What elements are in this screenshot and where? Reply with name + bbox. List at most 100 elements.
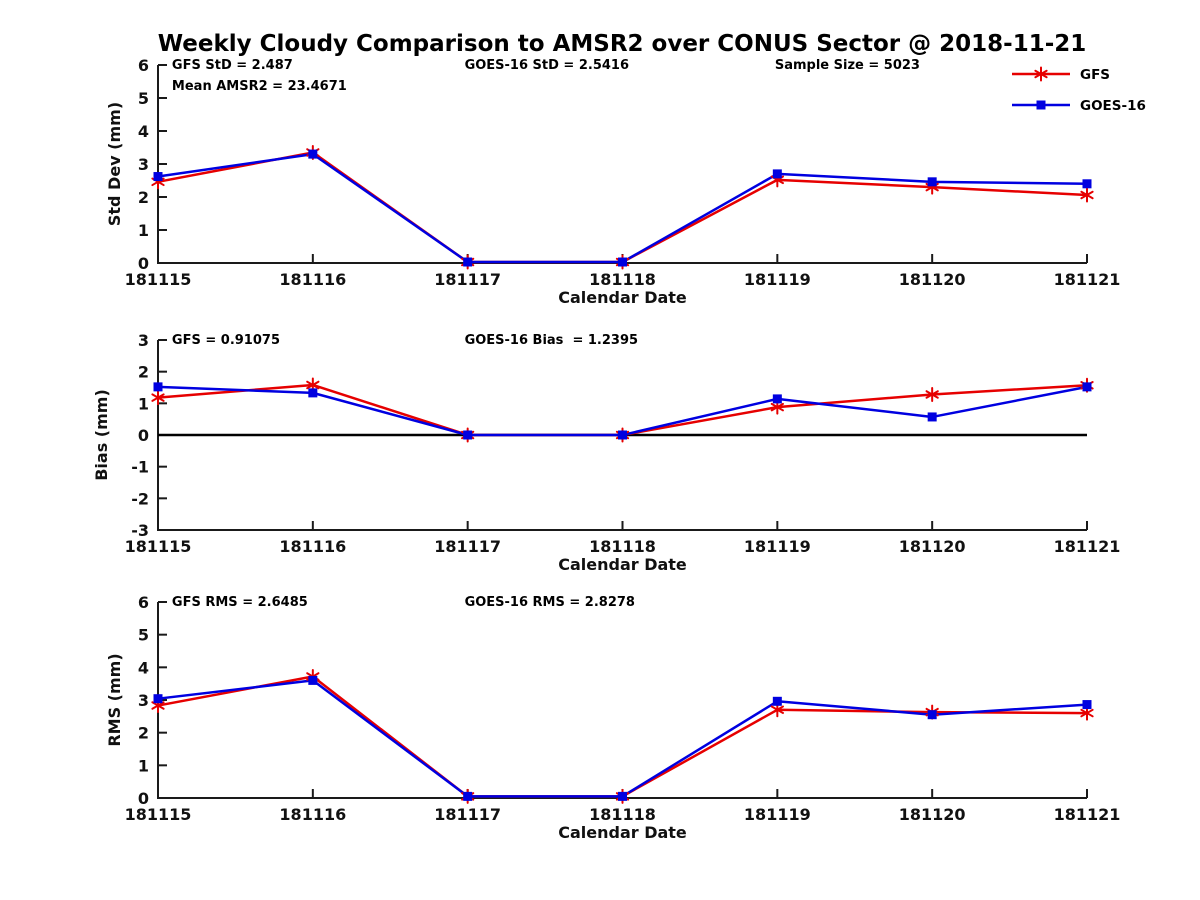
x-tick-label: 181116: [279, 805, 346, 824]
x-tick-label: 181117: [434, 805, 501, 824]
goes-16-square-marker: [618, 430, 627, 440]
x-tick-label: 181118: [589, 270, 656, 289]
goes-16-square-marker: [463, 791, 473, 801]
asterisk-arm: [1034, 69, 1048, 79]
goes-16-square-marker: [927, 412, 937, 422]
gfs-line: [157, 675, 1088, 798]
x-axis-title: Calendar Date: [558, 288, 687, 307]
annotation: GFS RMS = 2.6485: [172, 595, 308, 610]
y-tick-label: -3: [131, 521, 149, 540]
x-axis-title: Calendar Date: [558, 823, 687, 842]
y-tick-label: 6: [138, 56, 149, 75]
axes-spines: [157, 602, 1087, 799]
y-tick-label: 5: [138, 626, 149, 645]
asterisk-arm: [925, 390, 939, 399]
asterisk-arm: [1080, 190, 1094, 200]
asterisk-arm: [770, 402, 784, 412]
y-tick-label: 0: [138, 254, 149, 273]
gfs-asterisk-marker: [1080, 187, 1094, 203]
y-tick-label: 1: [138, 756, 149, 775]
asterisk-arm: [770, 705, 784, 715]
annotation: GOES-16 StD = 2.5416: [465, 58, 629, 73]
y-tick-label: 4: [138, 122, 149, 141]
goes-16-square-marker: [618, 791, 627, 801]
annotation: Sample Size = 5023: [775, 58, 920, 73]
x-tick-label: 181115: [125, 270, 192, 289]
goes-16-square-marker: [927, 177, 937, 187]
asterisk-arm: [1080, 708, 1094, 718]
x-tick-label: 181120: [899, 270, 966, 289]
y-axis-title: Bias (mm): [92, 389, 111, 481]
goes-16-square-marker: [772, 394, 782, 404]
y-tick-label: -1: [131, 458, 149, 477]
y-axis-title: RMS (mm): [105, 653, 124, 746]
goes-16-line: [157, 152, 1088, 264]
y-tick-label: 4: [138, 658, 149, 677]
x-tick-label: 181121: [1054, 805, 1121, 824]
x-axis-title: Calendar Date: [558, 555, 687, 574]
goes-16-square-marker: [1082, 179, 1092, 189]
y-tick-label: -2: [131, 489, 149, 508]
gfs-line: [157, 151, 1088, 264]
y-tick-label: 2: [138, 724, 149, 743]
x-tick-label: 181116: [279, 537, 346, 556]
goes-16-line: [157, 679, 1088, 798]
y-tick-label: 6: [138, 593, 149, 612]
goes-16-square-marker: [618, 257, 627, 267]
annotation: GFS = 0.91075: [172, 333, 280, 348]
y-tick-label: 1: [138, 221, 149, 240]
y-tick-label: 2: [138, 363, 149, 382]
goes-16-square-marker: [308, 149, 318, 159]
annotation: Mean AMSR2 = 23.4671: [172, 79, 347, 94]
annotation: GOES-16 RMS = 2.8278: [465, 595, 635, 610]
asterisk-arm: [151, 393, 165, 402]
y-tick-label: 1: [138, 394, 149, 413]
y-tick-label: 0: [138, 789, 149, 808]
x-tick-label: 181119: [744, 537, 811, 556]
goes-16-square-marker: [463, 257, 473, 267]
x-tick-label: 181119: [744, 805, 811, 824]
goes-16-square-marker: [308, 388, 318, 398]
legend-label: GOES-16: [1080, 98, 1146, 114]
legend: GFS GOES-16: [1012, 66, 1146, 114]
goes-16-square-marker: [772, 169, 782, 179]
goes-16-square-marker: [1082, 382, 1092, 392]
annotation: GFS StD = 2.487: [172, 58, 293, 73]
subplot-bias-mm: -3 -2 -1 0 1 2 3 181115 181116 181117 181118 181119…: [92, 331, 1120, 574]
x-tick-label: 181117: [434, 537, 501, 556]
goes-16-square-marker: [308, 675, 318, 685]
x-tick-label: 181115: [125, 805, 192, 824]
legend-label: GFS: [1080, 67, 1110, 83]
x-tick-label: 181115: [125, 537, 192, 556]
y-tick-label: 2: [138, 188, 149, 207]
x-tick-label: 181118: [589, 805, 656, 824]
goes-16-square-marker: [463, 430, 473, 440]
y-tick-label: 3: [138, 331, 149, 350]
y-tick-label: 3: [138, 691, 149, 710]
x-tick-label: 181119: [744, 270, 811, 289]
legend-asterisk-marker: [1034, 66, 1048, 82]
x-tick-label: 181121: [1054, 270, 1121, 289]
goes-16-square-marker: [927, 710, 937, 720]
asterisk-arm: [306, 380, 320, 390]
goes-16-square-marker: [153, 172, 163, 182]
gfs-asterisk-marker: [925, 386, 939, 402]
annotation: GOES-16 Bias = 1.2395: [465, 333, 639, 348]
asterisk-arm: [151, 701, 165, 710]
x-tick-label: 181118: [589, 537, 656, 556]
y-axis-title: Std Dev (mm): [105, 102, 124, 226]
goes-16-square-marker: [153, 694, 163, 704]
legend-square-marker: [1036, 100, 1046, 110]
axes-spines: [157, 65, 1087, 264]
subplot-rms-mm: 0 1 2 3 4 5 6 181115 181116 181117 181118 181119 181…: [105, 593, 1120, 842]
gfs-asterisk-marker: [151, 390, 165, 406]
figure-title: Weekly Cloudy Comparison to AMSR2 over C…: [158, 31, 1087, 57]
x-tick-label: 181116: [279, 270, 346, 289]
x-tick-label: 181121: [1054, 537, 1121, 556]
x-tick-label: 181120: [899, 805, 966, 824]
y-tick-label: 5: [138, 89, 149, 108]
x-tick-label: 181117: [434, 270, 501, 289]
y-tick-label: 0: [138, 426, 149, 445]
